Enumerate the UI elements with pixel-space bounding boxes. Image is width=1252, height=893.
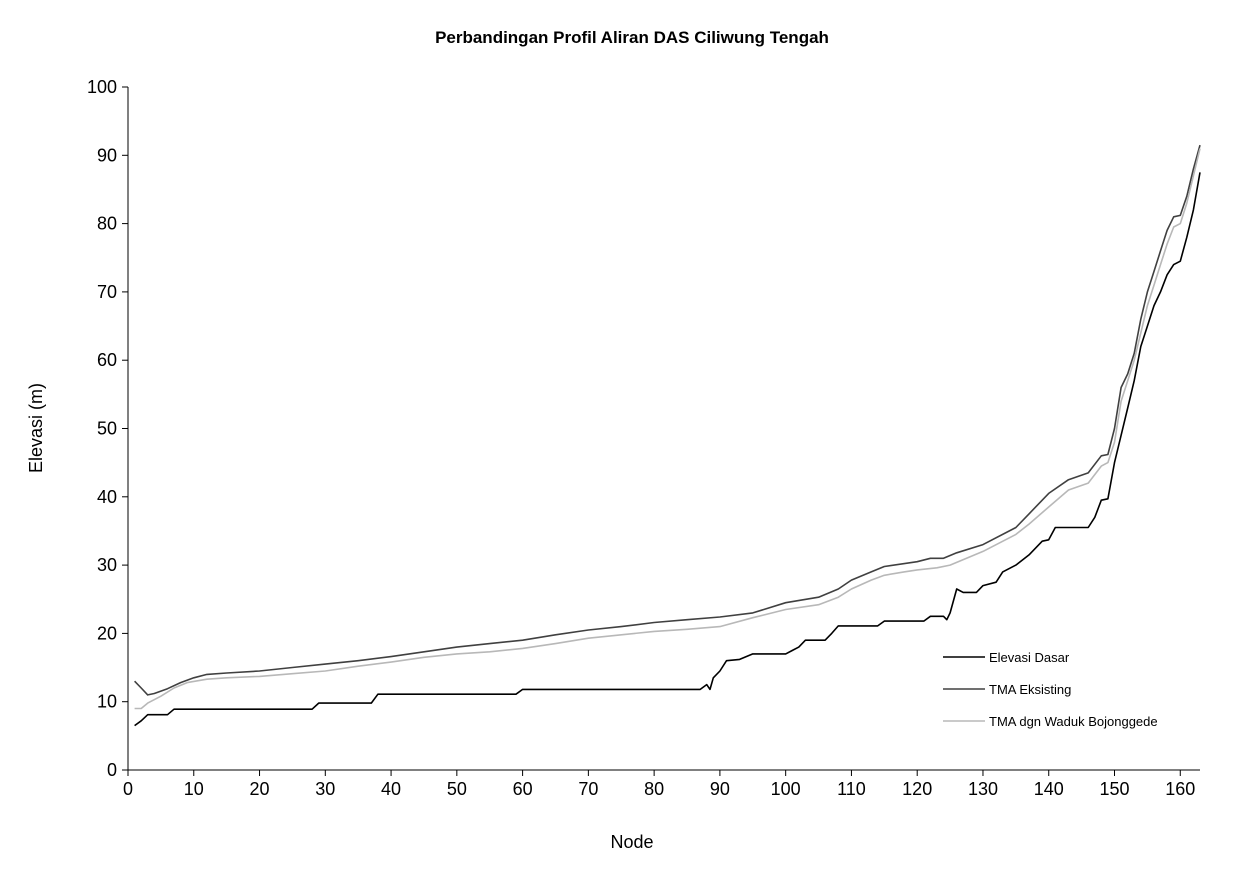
x-tick-label: 70: [578, 779, 598, 799]
y-tick-label: 70: [97, 282, 117, 302]
axes: 0 10 20 30 40 50 60 70 80 90 100 0 10 20 30 40 50 60 70 80 9…: [87, 77, 1200, 799]
y-tick-label: 10: [97, 692, 117, 712]
y-axis-title: Elevasi (m): [26, 383, 46, 473]
y-tick-label: 20: [97, 623, 117, 643]
x-tick-label: 60: [513, 779, 533, 799]
x-tick-label: 140: [1034, 779, 1064, 799]
x-tick-label: 160: [1165, 779, 1195, 799]
x-tick-label: 50: [447, 779, 467, 799]
y-tick-label: 30: [97, 555, 117, 575]
y-tick-label: 0: [107, 760, 117, 780]
y-tick-label: 50: [97, 419, 117, 439]
series-line-3: [134, 148, 1201, 710]
legend-label-1: Elevasi Dasar: [989, 650, 1070, 665]
x-tick-label: 150: [1099, 779, 1129, 799]
x-tick-label: 10: [184, 779, 204, 799]
x-tick-label: 80: [644, 779, 664, 799]
legend: Elevasi Dasar TMA Eksisting TMA dgn Waduk …: [943, 650, 1158, 729]
y-tick-label: 100: [87, 77, 117, 97]
x-tick-label: 20: [250, 779, 270, 799]
x-tick-label: 0: [123, 779, 133, 799]
legend-label-3: TMA dgn Waduk Bojonggede: [989, 714, 1158, 729]
y-tick-label: 80: [97, 214, 117, 234]
y-tick-label: 90: [97, 145, 117, 165]
series-line-1: [134, 172, 1201, 727]
x-tick-label: 130: [968, 779, 998, 799]
x-tick-label: 110: [837, 779, 866, 799]
y-tick-label: 40: [97, 487, 117, 507]
x-tick-label: 40: [381, 779, 401, 799]
legend-label-2: TMA Eksisting: [989, 682, 1071, 697]
x-tick-label: 120: [902, 779, 932, 799]
chart-title: Perbandingan Profil Aliran DAS Ciliwung …: [435, 28, 829, 47]
y-tick-label: 60: [97, 350, 117, 370]
series-line-2: [134, 144, 1201, 696]
x-tick-label: 100: [771, 779, 801, 799]
x-tick-label: 30: [315, 779, 335, 799]
x-axis-title: Node: [610, 832, 653, 852]
x-tick-label: 90: [710, 779, 730, 799]
series-layer: [134, 144, 1201, 727]
